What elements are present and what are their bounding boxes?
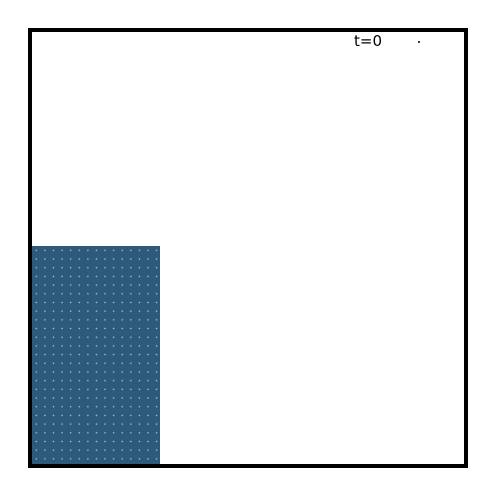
fluid-particle-block	[32, 246, 160, 464]
time-label: t=0	[354, 32, 382, 50]
marker-dot	[418, 41, 420, 43]
